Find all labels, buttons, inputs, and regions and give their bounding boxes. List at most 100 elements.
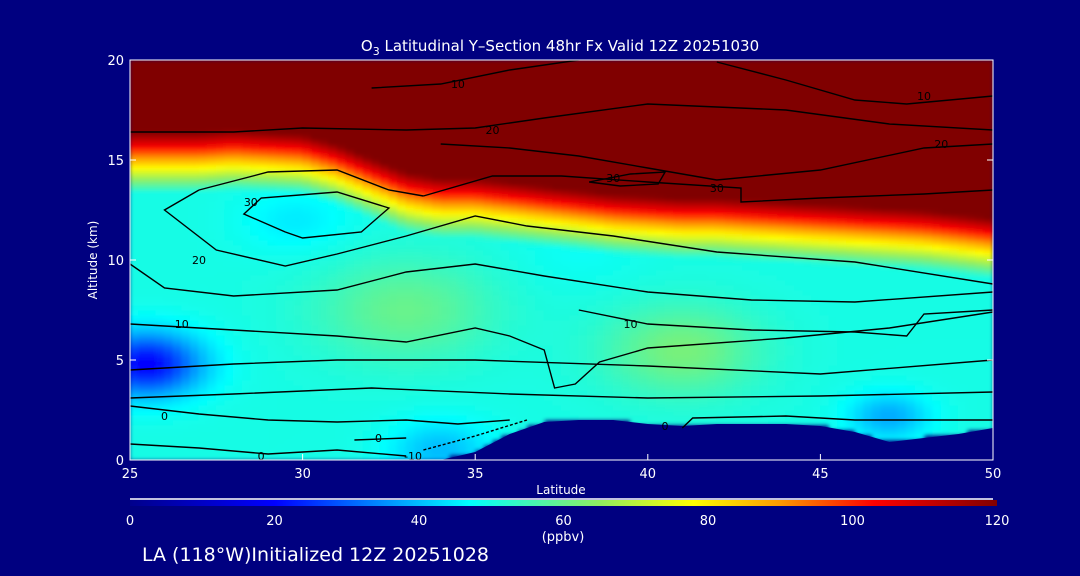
field-cell [509,184,519,191]
field-cell [681,309,692,316]
field-cell [388,369,399,376]
field-cell [146,144,157,151]
field-cell [130,104,140,111]
field-cell [198,199,209,206]
field-cell [189,329,200,336]
field-cell [267,139,278,146]
field-cell [327,184,338,191]
field-cell [258,444,269,451]
field-cell [198,249,209,256]
field-cell [448,119,459,126]
field-cell [543,164,554,171]
field-cell [655,359,666,366]
field-cell [630,60,640,66]
field-cell [414,364,424,371]
field-cell [509,359,519,366]
field-cell [302,309,312,316]
field-cell [630,99,640,106]
field-cell [302,219,312,226]
field-cell [164,254,174,261]
field-cell [189,409,200,416]
field-cell [207,219,217,226]
field-cell [327,359,338,366]
field-cell [371,134,381,141]
field-cell [483,189,493,196]
field-cell [327,229,338,236]
field-cell [302,274,312,281]
field-cell [621,69,632,76]
field-cell [267,254,278,261]
field-cell [233,434,243,441]
field-cell [302,84,312,91]
field-cell [681,359,692,366]
field-cell [155,104,166,111]
field-cell [319,194,329,201]
field-cell [138,424,148,431]
field-cell [155,124,166,131]
field-cell [578,164,588,171]
field-cell [302,164,312,171]
field-cell [422,164,433,171]
field-cell [327,239,338,246]
field-cell [431,129,442,136]
field-cell [405,409,416,416]
field-cell [664,339,675,346]
field-cell [535,229,545,236]
field-cell [535,404,545,411]
field-cell [397,179,407,186]
field-cell [302,89,312,96]
field-cell [517,89,528,96]
field-cell [621,124,632,131]
field-cell [655,419,666,426]
field-cell [440,389,450,396]
field-cell [198,279,209,286]
field-cell [327,169,338,176]
field-cell [138,339,148,346]
field-cell [595,189,606,196]
field-cell [336,329,347,336]
field-cell [164,109,174,116]
field-cell [233,129,243,136]
field-cell [172,254,183,261]
field-cell [388,119,399,126]
field-cell [336,404,347,411]
field-cell [638,269,649,276]
field-cell [405,394,416,401]
field-cell [207,139,217,146]
field-cell [414,164,424,171]
field-cell [500,114,511,121]
field-cell [673,399,683,406]
field-cell [224,389,235,396]
field-cell [379,264,390,271]
field-cell [664,194,675,201]
field-cell [526,314,537,321]
field-cell [181,159,191,166]
field-cell [630,149,640,156]
field-cell [466,289,476,296]
field-cell [130,419,140,426]
field-cell [130,339,140,346]
field-cell [673,389,683,396]
field-cell [569,64,580,71]
field-cell [345,379,355,386]
field-cell [146,259,157,266]
field-cell [207,164,217,171]
field-cell [526,60,537,66]
field-cell [491,129,502,136]
field-cell [535,214,545,221]
field-cell [181,89,191,96]
field-cell [379,309,390,316]
field-cell [293,139,304,146]
field-cell [207,259,217,266]
field-cell [517,304,528,311]
field-cell [319,74,329,81]
field-cell [353,414,364,421]
field-cell [397,384,407,391]
field-cell [569,159,580,166]
field-cell [474,239,485,246]
field-cell [310,399,321,406]
field-cell [466,234,476,241]
field-cell [638,254,649,261]
field-cell [362,184,373,191]
field-cell [621,304,632,311]
